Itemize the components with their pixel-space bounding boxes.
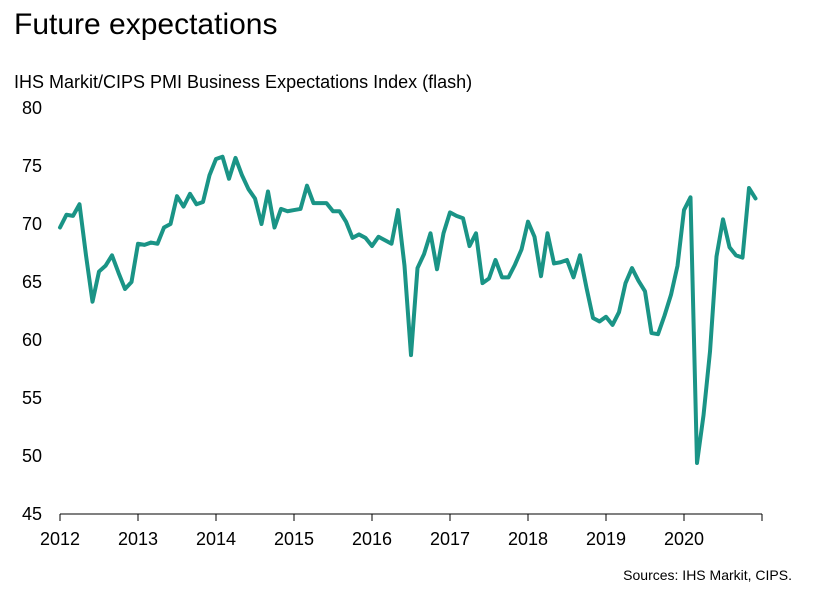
x-tick-label: 2013 — [118, 529, 158, 549]
series-line — [58, 154, 758, 465]
y-axis: 45 50 55 60 65 70 75 80 — [22, 98, 42, 524]
source-note: Sources: IHS Markit, CIPS. — [623, 567, 792, 583]
y-tick-label: 75 — [22, 156, 42, 176]
x-tick-label: 2015 — [274, 529, 314, 549]
x-tick-label: 2014 — [196, 529, 236, 549]
x-tick-label: 2019 — [586, 529, 626, 549]
x-tick-label: 2016 — [352, 529, 392, 549]
y-tick-label: 80 — [22, 98, 42, 118]
chart-title: Future expectations — [14, 8, 278, 41]
x-tick-label: 2020 — [664, 529, 704, 549]
x-tick-label: 2012 — [40, 529, 80, 549]
y-tick-label: 50 — [22, 446, 42, 466]
x-tick-label: 2018 — [508, 529, 548, 549]
x-tick-label: 2017 — [430, 529, 470, 549]
y-tick-label: 70 — [22, 214, 42, 234]
y-tick-label: 60 — [22, 330, 42, 350]
chart-subtitle: IHS Markit/CIPS PMI Business Expectation… — [14, 72, 473, 92]
y-tick-label: 45 — [22, 504, 42, 524]
y-tick-label: 65 — [22, 272, 42, 292]
y-tick-label: 55 — [22, 388, 42, 408]
x-axis: 2012 2013 2014 2015 2016 2017 2018 2019 2020 — [40, 513, 763, 549]
